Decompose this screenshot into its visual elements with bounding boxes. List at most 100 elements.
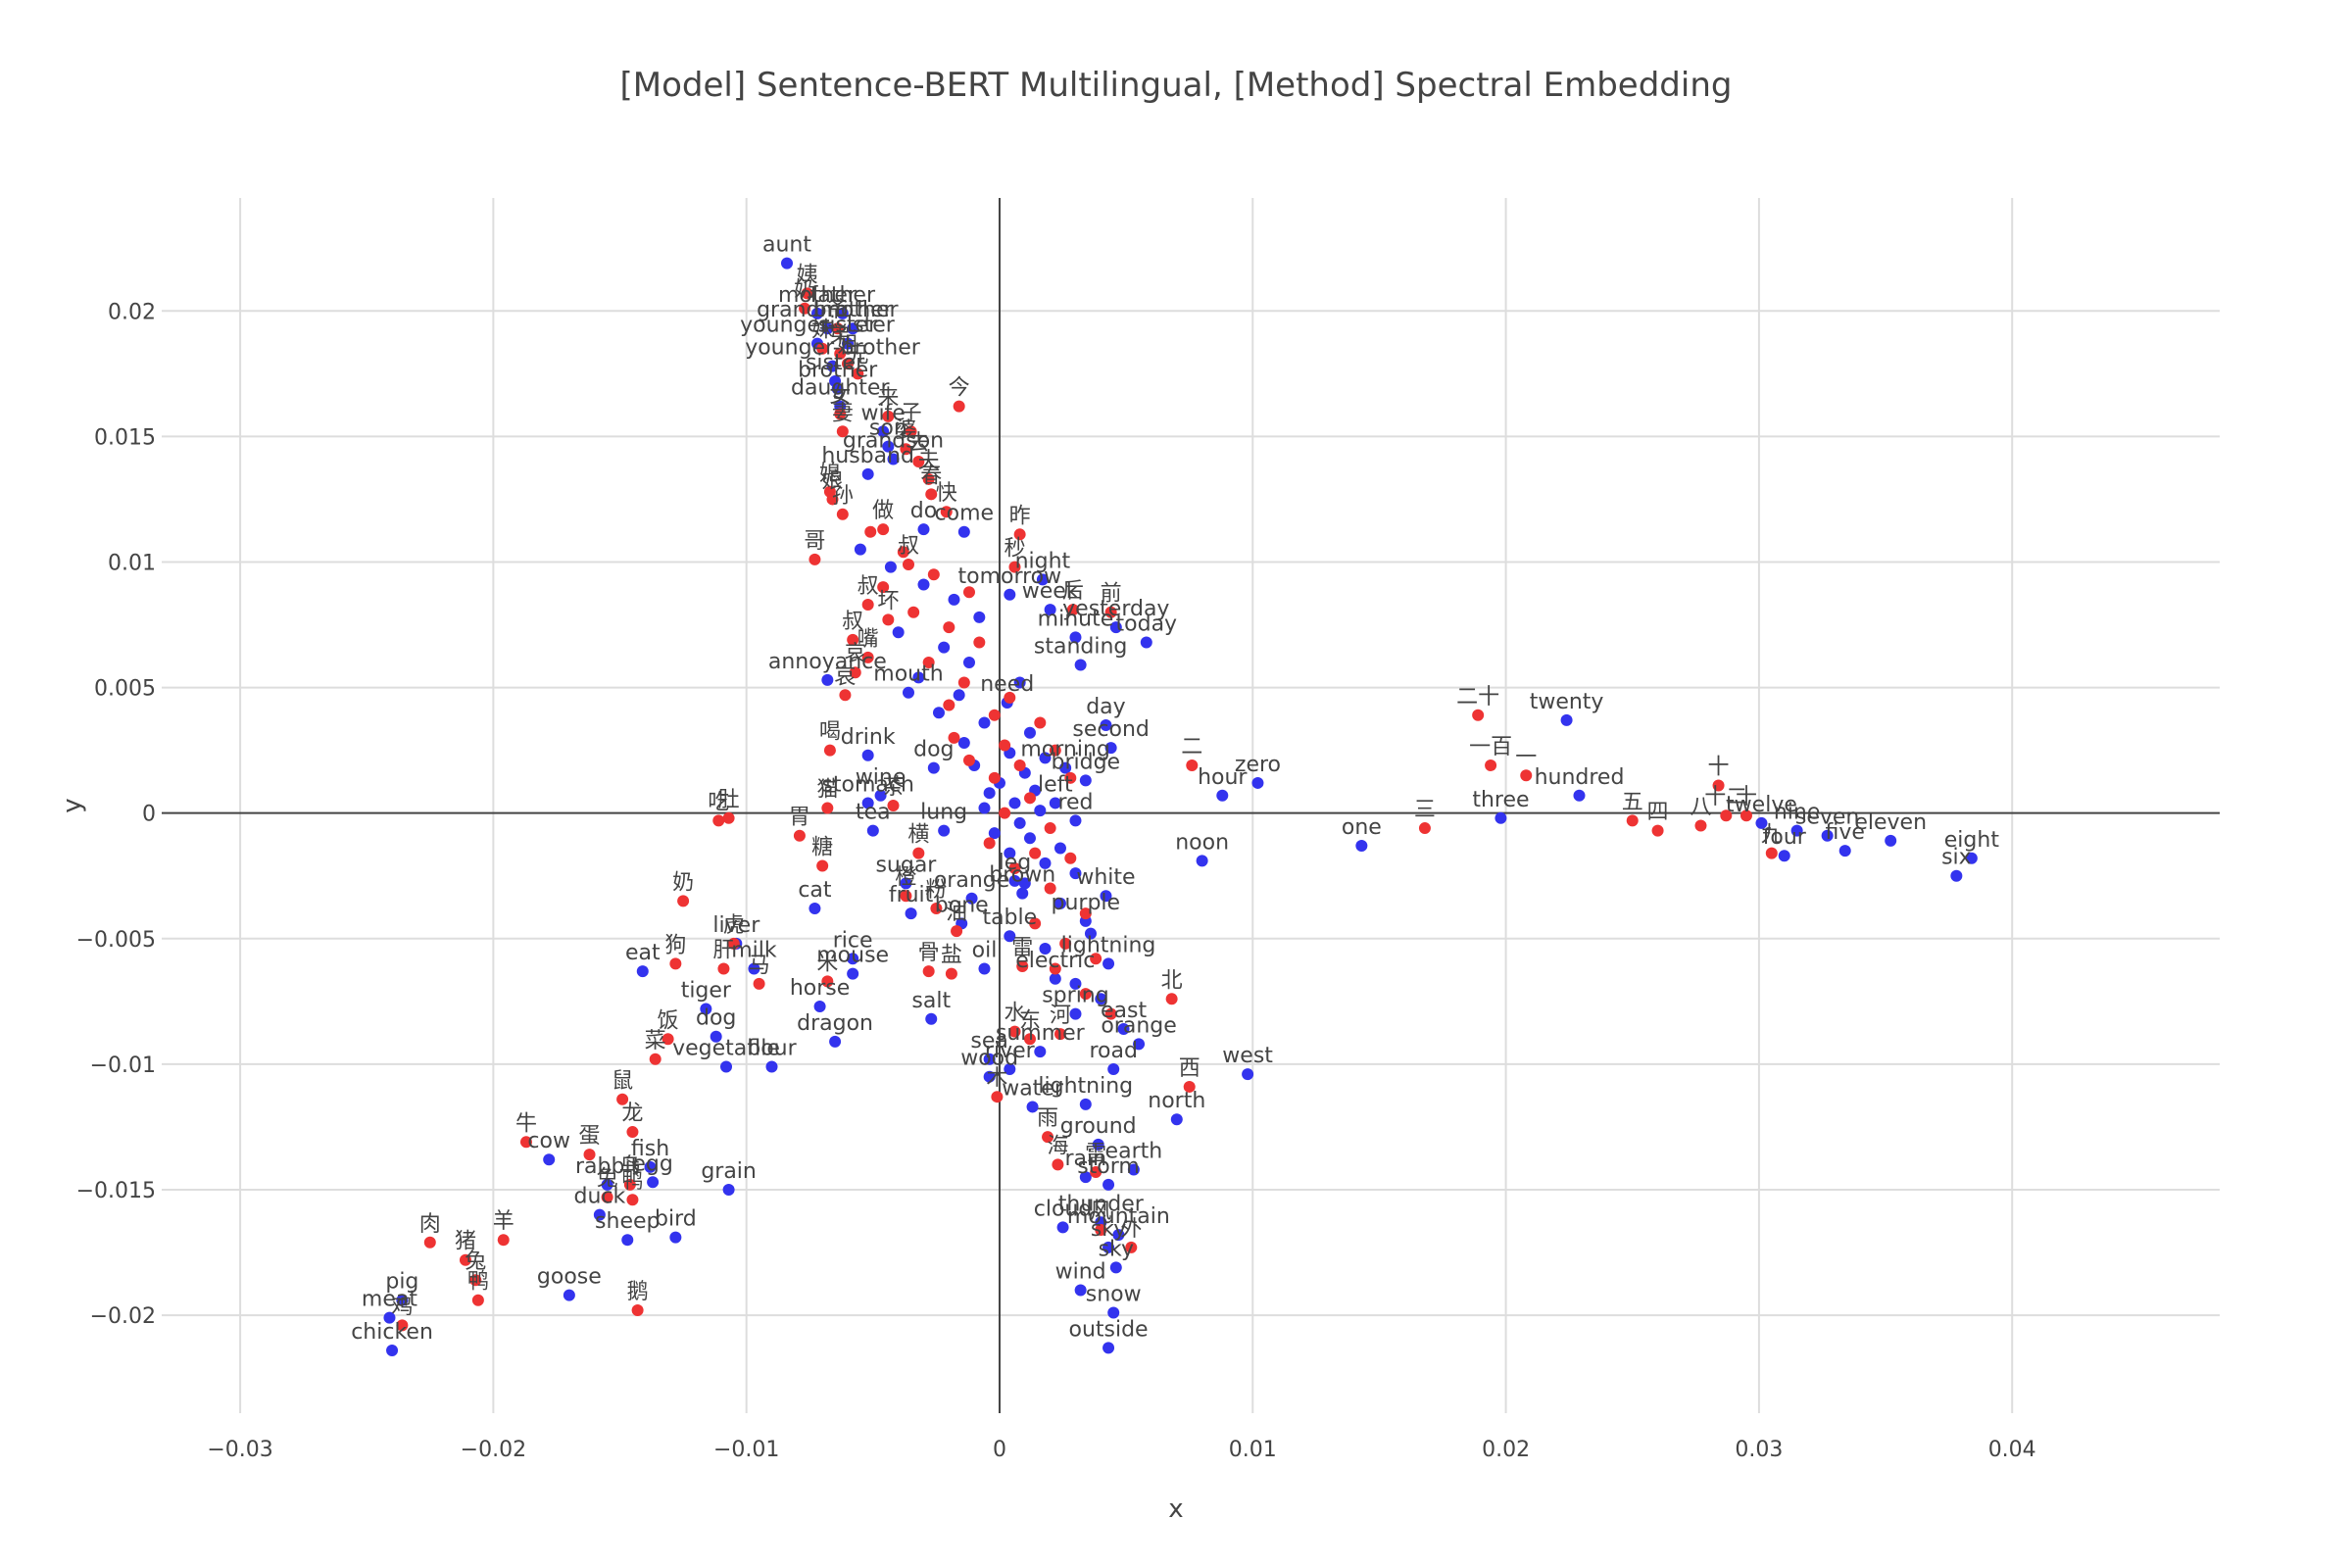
data-point: [1069, 814, 1082, 827]
data-point: [616, 1093, 629, 1105]
point-label: 兔: [465, 1250, 486, 1274]
point-label: duck: [573, 1185, 625, 1209]
data-point: [662, 1033, 674, 1046]
data-point: [1013, 676, 1026, 689]
data-point: [831, 382, 844, 395]
point-label: 秒: [1004, 537, 1025, 562]
data-point: [912, 847, 925, 859]
point-label: pig: [385, 1270, 418, 1295]
data-point: [1127, 1163, 1140, 1176]
data-point: [1950, 869, 1963, 882]
point-label: 娘: [821, 468, 843, 493]
point-label: liver: [712, 913, 760, 938]
data-point: [842, 358, 854, 370]
data-point: [1016, 959, 1029, 972]
data-point: [1004, 1063, 1016, 1076]
point-label: milk: [731, 939, 777, 963]
data-point: [1104, 606, 1117, 618]
data-point: [852, 368, 864, 380]
point-label: river: [985, 1039, 1036, 1063]
data-point: [884, 561, 897, 573]
point-label: come: [935, 502, 995, 526]
point-label: 哥: [804, 529, 825, 554]
point-label: brother: [798, 359, 878, 383]
point-label: wife: [860, 401, 905, 425]
data-point: [765, 1060, 778, 1073]
point-label: 叔: [842, 610, 863, 634]
data-point: [1885, 834, 1897, 847]
data-point: [978, 716, 991, 729]
data-point: [940, 506, 953, 518]
point-label: 羊: [493, 1209, 514, 1234]
point-label: 米: [816, 951, 838, 975]
data-point: [459, 1253, 471, 1266]
point-label: fruit: [889, 883, 934, 907]
y-tick-label: 0.015: [94, 425, 156, 450]
point-label: annoyance: [768, 650, 887, 674]
data-point: [1196, 855, 1208, 867]
point-label: dog: [913, 738, 954, 762]
point-label: cow: [527, 1129, 570, 1153]
data-point: [1090, 953, 1102, 965]
point-label: 风: [1090, 1200, 1111, 1224]
point-label: bird: [655, 1207, 697, 1232]
data-point: [1008, 862, 1021, 875]
point-label: 做: [872, 499, 894, 523]
data-point: [1008, 561, 1021, 573]
data-point: [1755, 816, 1768, 829]
point-label: 妻: [832, 401, 854, 425]
point-label: 坏: [877, 589, 899, 613]
data-point: [1104, 742, 1117, 755]
data-point: [1049, 744, 1061, 757]
data-point: [983, 1053, 996, 1065]
point-label: husband: [821, 444, 914, 468]
point-label: 昨: [1009, 504, 1031, 528]
data-point: [927, 761, 940, 774]
data-point: [882, 613, 895, 626]
data-point: [953, 689, 965, 702]
data-point: [1069, 867, 1082, 880]
point-label: 龙: [621, 1102, 643, 1126]
data-point: [1560, 713, 1573, 726]
point-label: bridge: [1052, 750, 1121, 774]
point-label: 哀: [834, 664, 856, 689]
point-label: 河: [1050, 1004, 1071, 1028]
data-point: [927, 568, 940, 581]
data-point: [1056, 1221, 1069, 1234]
data-point: [877, 581, 890, 594]
data-point: [905, 425, 917, 438]
point-label: 孙: [832, 484, 854, 509]
data-point: [922, 965, 935, 978]
data-point: [836, 425, 849, 438]
point-label: 饭: [658, 1008, 679, 1033]
data-point: [1044, 822, 1056, 835]
point-label: 一百: [1469, 735, 1512, 760]
data-point: [543, 1153, 556, 1166]
data-point: [1069, 631, 1082, 644]
data-point: [861, 749, 874, 761]
point-label: 四: [1647, 801, 1669, 825]
data-point: [864, 525, 877, 538]
data-point: [1355, 839, 1368, 852]
data-point: [396, 1294, 409, 1306]
data-point: [1013, 760, 1026, 772]
data-point: [1039, 943, 1052, 956]
data-point: [1100, 890, 1112, 903]
data-point: [1079, 1098, 1092, 1110]
point-label: lightning: [1038, 1074, 1133, 1099]
point-label: 水: [1004, 1002, 1025, 1026]
data-point: [1573, 789, 1586, 802]
point-label: purple: [1052, 891, 1121, 915]
point-label: red: [1057, 790, 1093, 814]
data-point: [799, 302, 811, 315]
x-tick-label: 0.03: [1735, 1438, 1783, 1462]
point-label: 兔: [597, 1167, 618, 1192]
data-point: [793, 829, 806, 842]
point-label: hundred: [1535, 765, 1625, 790]
data-point: [1494, 811, 1507, 824]
data-point: [563, 1289, 575, 1301]
data-point: [1008, 874, 1021, 887]
data-point: [836, 508, 849, 520]
data-point: [816, 342, 829, 355]
